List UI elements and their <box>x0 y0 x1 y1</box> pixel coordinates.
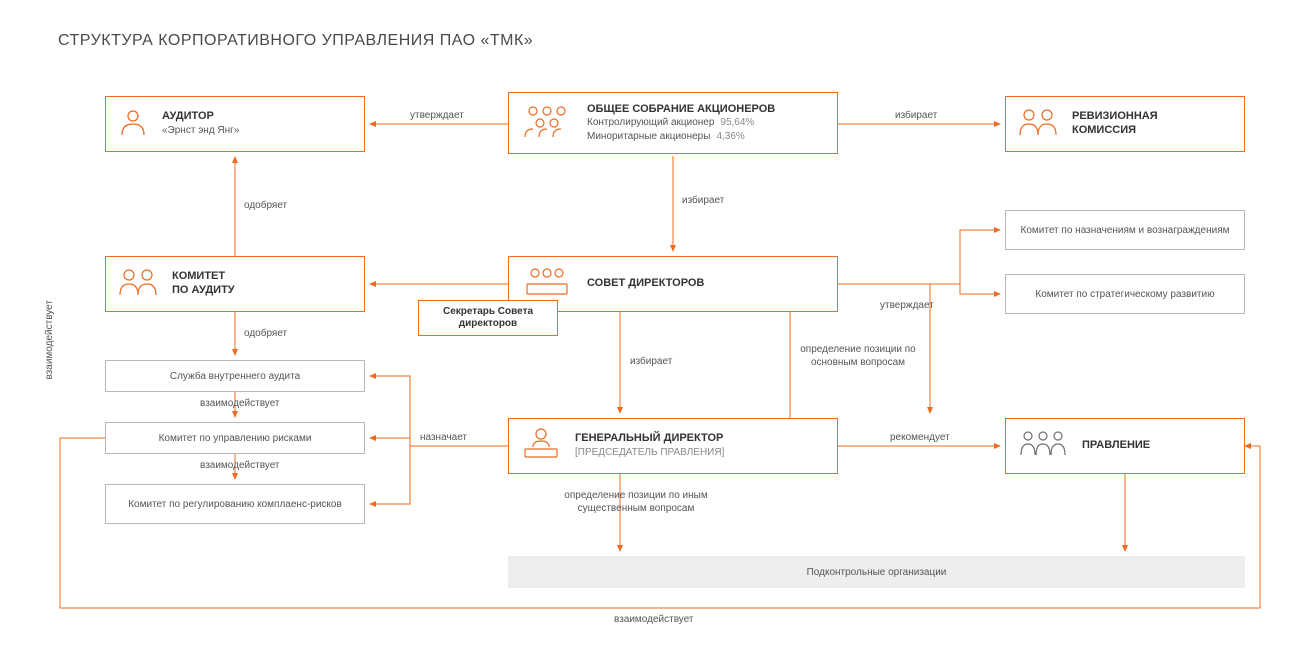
assembly-line2: Миноритарные акционеры4,36% <box>587 130 775 144</box>
board-title: СОВЕТ ДИРЕКТОРОВ <box>587 277 704 291</box>
node-audit-committee: КОМИТЕТПО АУДИТУ <box>105 256 365 312</box>
lbl-approves-audit: одобряет <box>244 200 287 211</box>
nom-text: Комитет по назначениям и вознаграждениям <box>1021 225 1230 236</box>
secretary-t1: Секретарь Совета <box>443 306 533 319</box>
audit-c-t2: ПО АУДИТУ <box>172 284 235 298</box>
auditor-sub: «Эрнст энд Янг» <box>162 124 239 138</box>
mgmt-title: ПРАВЛЕНИЕ <box>1082 439 1150 453</box>
revision-t2: КОМИССИЯ <box>1072 124 1158 138</box>
strat-text: Комитет по стратегическому развитию <box>1035 289 1214 300</box>
lbl-interacts2: взаимодействует <box>200 460 280 471</box>
lbl-approves-audit2: одобряет <box>244 328 287 339</box>
group-icon <box>519 101 575 146</box>
controlled-text: Подконтрольные организации <box>807 567 947 578</box>
three-person-icon <box>1016 427 1070 466</box>
person-icon <box>116 105 150 144</box>
node-compliance: Комитет по регулированию комплаенс-риско… <box>105 484 365 524</box>
ceo-title: ГЕНЕРАЛЬНЫЙ ДИРЕКТОР <box>575 432 724 446</box>
lbl-position-main: определение позиции по основным вопросам <box>798 344 918 369</box>
secretary-t2: директоров <box>443 318 533 331</box>
meeting-icon <box>519 264 575 305</box>
node-strat-committee: Комитет по стратегическому развитию <box>1005 274 1245 314</box>
ia-text: Служба внутреннего аудита <box>170 371 300 382</box>
lbl-interacts-bottom: взаимодействует <box>614 614 694 625</box>
node-secretary: Секретарь Советадиректоров <box>418 300 558 336</box>
lbl-approves2: утверждает <box>880 300 934 311</box>
lbl-appoints: назначает <box>420 432 467 443</box>
node-management: ПРАВЛЕНИЕ <box>1005 418 1245 474</box>
ceo-sub: [ПРЕДСЕДАТЕЛЬ ПРАВЛЕНИЯ] <box>575 446 724 460</box>
risk-text: Комитет по управлению рисками <box>159 433 312 444</box>
two-person-icon <box>1016 105 1060 144</box>
lbl-interacts1: взаимодействует <box>200 398 280 409</box>
lbl-approves1: утверждает <box>410 110 464 121</box>
lbl-elects3: избирает <box>630 356 672 367</box>
auditor-title: АУДИТОР <box>162 110 239 124</box>
lbl-elects2: избирает <box>682 195 724 206</box>
node-auditor: АУДИТОР«Эрнст энд Янг» <box>105 96 365 152</box>
assembly-title: ОБЩЕЕ СОБРАНИЕ АКЦИОНЕРОВ <box>587 103 775 117</box>
audit-c-t1: КОМИТЕТ <box>172 270 235 284</box>
two-person-icon <box>116 265 160 304</box>
node-nom-committee: Комитет по назначениям и вознаграждениям <box>1005 210 1245 250</box>
node-controlled: Подконтрольные организации <box>508 556 1245 588</box>
compl-text: Комитет по регулированию комплаенс-риско… <box>128 499 342 510</box>
lbl-recommends: рекомендует <box>890 432 950 443</box>
node-revision: РЕВИЗИОННАЯКОМИССИЯ <box>1005 96 1245 152</box>
node-internal-audit: Служба внутреннего аудита <box>105 360 365 392</box>
node-risk-committee: Комитет по управлению рисками <box>105 422 365 454</box>
lbl-interacts-side: взаимодействует <box>44 300 55 380</box>
page-title: СТРУКТУРА КОРПОРАТИВНОГО УПРАВЛЕНИЯ ПАО … <box>58 32 533 50</box>
node-assembly: ОБЩЕЕ СОБРАНИЕ АКЦИОНЕРОВ Контролирующий… <box>508 92 838 154</box>
node-ceo: ГЕНЕРАЛЬНЫЙ ДИРЕКТОР[ПРЕДСЕДАТЕЛЬ ПРАВЛЕ… <box>508 418 838 474</box>
revision-t1: РЕВИЗИОННАЯ <box>1072 110 1158 124</box>
lbl-elects1: избирает <box>895 110 937 121</box>
assembly-line1: Контролирующий акционер95,64% <box>587 116 775 130</box>
person-desk-icon <box>519 425 563 468</box>
lbl-position-other: определение позиции по иным существенным… <box>556 490 716 515</box>
